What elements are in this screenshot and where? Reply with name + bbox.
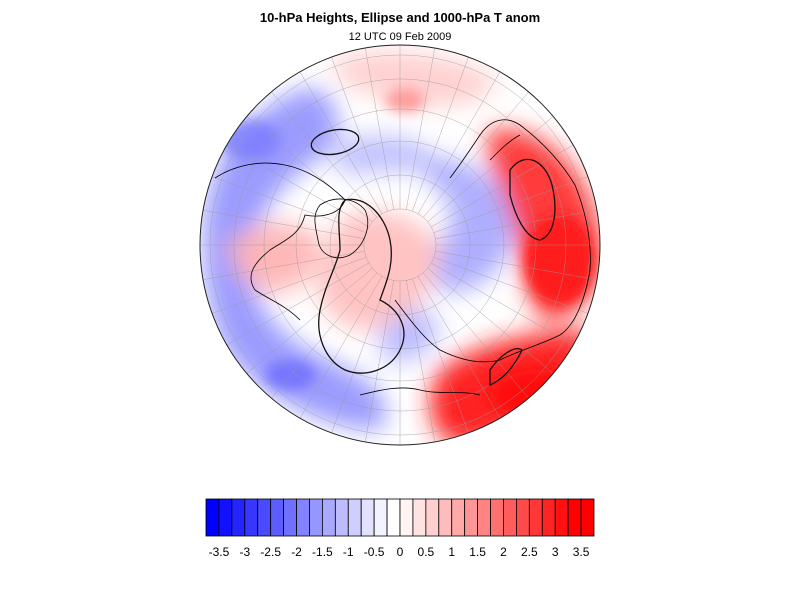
meridian-line [365,280,394,443]
colorbar-swatch [321,498,336,537]
colorbar-tick-label: -0.5 [364,545,385,559]
colorbar-swatch [218,498,233,537]
greenland-warm-anomaly [229,223,320,293]
coastlines [214,119,591,396]
map-title: 10-hPa Heights, Ellipse and 1000-hPa T a… [259,10,541,25]
meridian-line [417,276,501,419]
meridian-line [433,176,589,233]
colorbar-tick-label: -3.5 [209,545,230,559]
north-america-coast [214,162,346,321]
colorbar-swatch [257,498,272,537]
colorbar-swatch [425,498,440,537]
colorbar-tick-label: -1 [343,545,354,559]
meridian-line [299,276,383,419]
colorbar-swatch [528,498,543,537]
meridian-line [211,257,367,314]
meridian-line [226,144,369,228]
colorbar-swatch [503,498,517,537]
pacific-warm-band [330,51,500,106]
colorbar-swatch [283,498,297,537]
colorbar-tick-label: 3 [552,545,559,559]
meridian-line [202,210,365,239]
meridian-line [211,176,367,233]
colorbar-swatch [244,498,259,537]
colorbar-tick-label: 1.5 [469,545,486,559]
colorbar-tick-label: -3 [239,545,250,559]
colorbar-swatch [399,498,414,537]
map-subtitle: 12 UTC 09 Feb 2009 [348,31,452,43]
colorbar-swatch [270,498,284,537]
europe-ellipse-contour [489,348,523,387]
meridian-line [427,116,554,223]
greenland-coast [314,198,369,259]
alaska-pacific-cold-anomaly [203,88,387,431]
meridian-line [412,56,469,212]
meridian-line [331,56,388,212]
europe-coast [359,387,481,396]
meridian-line [406,47,435,210]
anomaly-field [203,51,600,445]
meridian-line [246,267,373,374]
colorbar-swatch [309,498,323,537]
small-ellipse-contour [310,128,360,156]
colorbar-tick-label: -2.5 [260,545,281,559]
colorbar-swatch [477,498,491,537]
globe-outline [199,44,601,446]
colorbar-swatch [373,498,388,537]
colorbar-swatch [438,498,453,537]
meridian-line [331,278,388,434]
colorbar-tick-label: 1 [448,545,455,559]
colorbar-swatch [205,498,220,537]
colorbar-tick-label: -1.5 [312,545,333,559]
colorbar-swatch [231,498,246,537]
meridian-line [431,144,574,228]
north-atlantic-cold-anomaly [420,158,516,292]
eurasia-coast [394,119,591,363]
ellipse-contours [310,128,556,387]
colorbar-swatch [490,498,504,537]
colorbar-swatch [347,498,362,537]
meridian-line [431,262,574,346]
meridian-line [422,272,529,399]
meridian-line [412,278,469,434]
arctic-cold-patch [334,135,440,175]
meridian-line [433,257,589,314]
polar-vortex-ellipse-contour [318,198,405,374]
japan-coast [489,134,521,161]
meridian-line [435,210,598,239]
meridian-line [427,267,554,374]
asia-ellipse-contour [509,158,556,241]
colorbar-swatch [567,498,582,537]
arctic-warm-anomaly [317,210,440,330]
globe-disc [200,45,600,445]
meridian-line [417,71,501,214]
colorbar-tick-label: -2 [291,545,302,559]
colorbar-swatch [541,498,556,537]
colorbar-swatch [386,498,401,537]
colorbar-swatch [334,498,349,537]
meridian-line [422,91,529,218]
meridian-line [299,71,383,214]
colorbar-tick-label: 0 [397,545,404,559]
colorbar-tick-label: 2 [500,545,507,559]
colorbar-swatch [360,498,375,537]
meridian-line [226,262,369,346]
colorbar-tick-label: 0.5 [418,545,435,559]
meridian-line [246,116,373,223]
colorbar-swatch [412,498,427,537]
colorbar-swatch [451,498,466,537]
meridian-line [271,272,378,399]
colorbar-swatch [296,498,310,537]
colorbar-swatch [464,498,478,537]
colorbar-swatch [554,498,569,537]
meridian-line [365,47,394,210]
colorbar-swatch [580,498,595,537]
meridian-line [435,251,598,280]
colorbar-tick-label: 3.5 [573,545,590,559]
colorbar-tick-label: 2.5 [521,545,538,559]
meridian-line [406,280,435,443]
colorbar-swatch [516,498,530,537]
